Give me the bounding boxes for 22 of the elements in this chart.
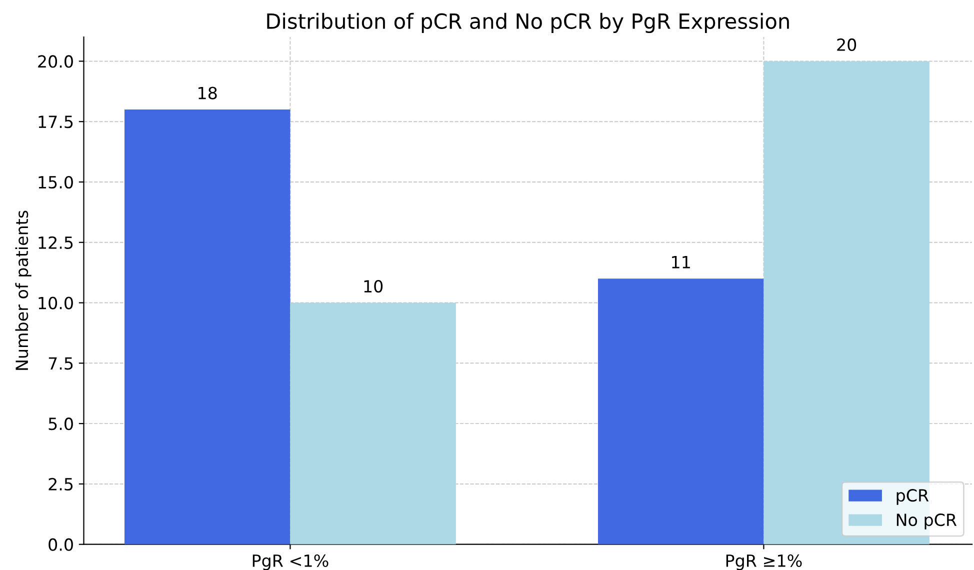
y-tick-label: 0.0 — [48, 538, 73, 551]
y-tick-label: 20.0 — [38, 55, 73, 68]
legend-label: No pCR — [896, 514, 957, 530]
legend-label: pCR — [896, 489, 929, 505]
x-tick-label: PgR <1% — [252, 554, 328, 570]
bar — [124, 110, 290, 544]
y-tick-label: 7.5 — [48, 357, 73, 370]
y-tick-label: 5.0 — [48, 418, 73, 430]
data-label: 20 — [837, 38, 856, 52]
y-axis-title: Number of patients — [15, 210, 32, 370]
data-label: 11 — [672, 256, 690, 268]
bar — [290, 302, 456, 544]
y-tick-label: 12.5 — [38, 236, 73, 249]
y-tick-label: 10.0 — [38, 296, 73, 310]
y-tick-label: 17.5 — [38, 116, 73, 128]
bar — [598, 278, 764, 544]
chart-title: Distribution of pCR and No pCR by PgR Expression — [267, 12, 789, 34]
y-tick-label: 2.5 — [48, 478, 73, 491]
data-label: 18 — [198, 86, 217, 100]
data-label: 10 — [364, 280, 383, 293]
x-tick-label: PgR ≥1% — [726, 554, 802, 570]
y-tick-label: 15.0 — [38, 176, 73, 189]
